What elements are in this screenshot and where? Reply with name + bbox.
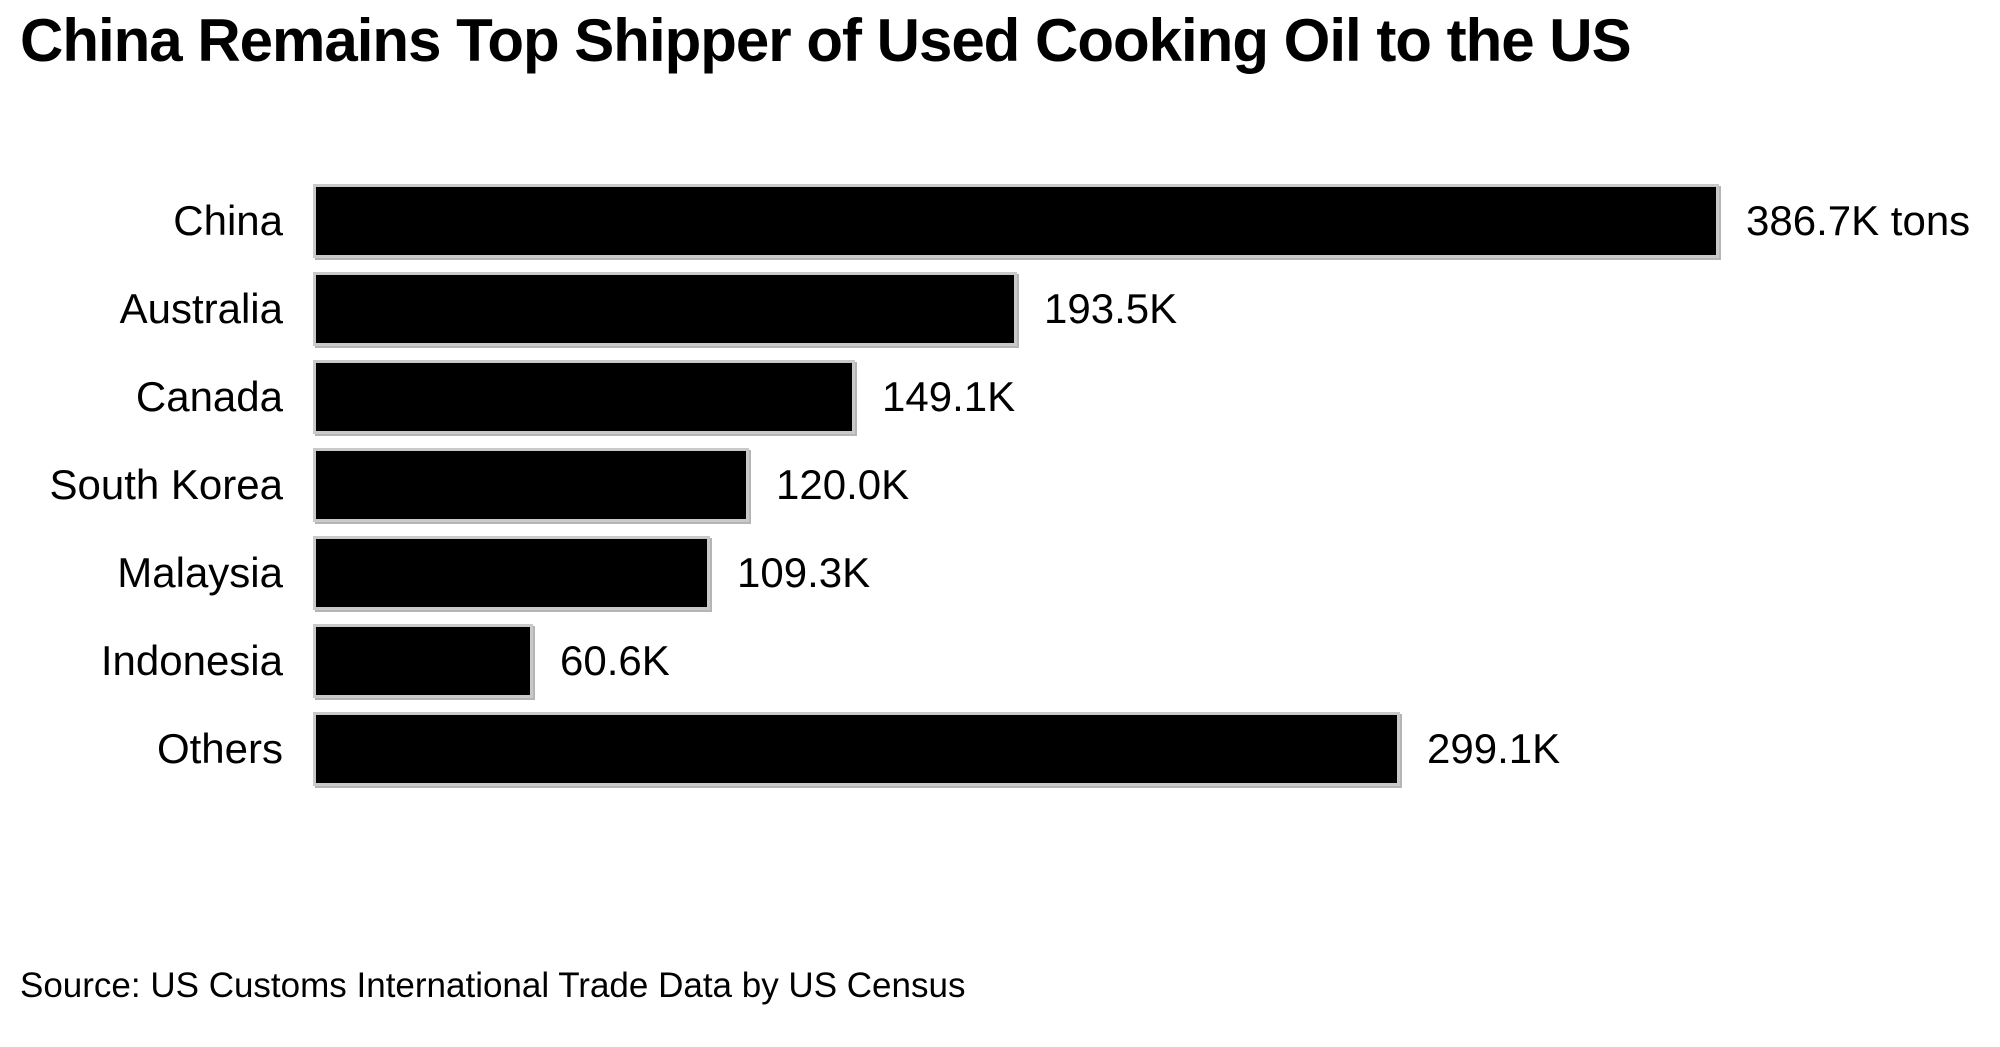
chart-row: China 386.7K tons [0,184,2000,258]
bar [313,624,533,698]
chart-row: Canada 149.1K [0,360,2000,434]
bar [313,360,855,434]
value-label: 120.0K [776,461,910,508]
bar [313,272,1017,346]
chart-row: Malaysia 109.3K [0,536,2000,610]
bar [313,536,710,610]
category-label: China [173,197,283,244]
value-label: 299.1K [1427,725,1561,772]
bar [313,712,1400,786]
chart-title: China Remains Top Shipper of Used Cookin… [20,7,1632,74]
chart-row: Others 299.1K [0,712,2000,786]
value-label: 193.5K [1044,285,1178,332]
source-attribution: Source: US Customs International Trade D… [20,966,966,1005]
category-label: South Korea [49,461,283,508]
chart-row: South Korea 120.0K [0,448,2000,522]
value-label: 109.3K [737,549,871,596]
category-label: Canada [135,373,283,420]
chart-row: Australia 193.5K [0,272,2000,346]
category-label: Malaysia [117,549,283,596]
category-label: Australia [119,285,283,332]
bar [313,184,1719,258]
category-label: Others [156,725,283,772]
value-label: 149.1K [882,373,1016,420]
chart-row: Indonesia 60.6K [0,624,2000,698]
bar [313,448,749,522]
value-label: 386.7K tons [1746,197,1971,244]
category-label: Indonesia [100,637,283,684]
value-label: 60.6K [560,637,670,684]
